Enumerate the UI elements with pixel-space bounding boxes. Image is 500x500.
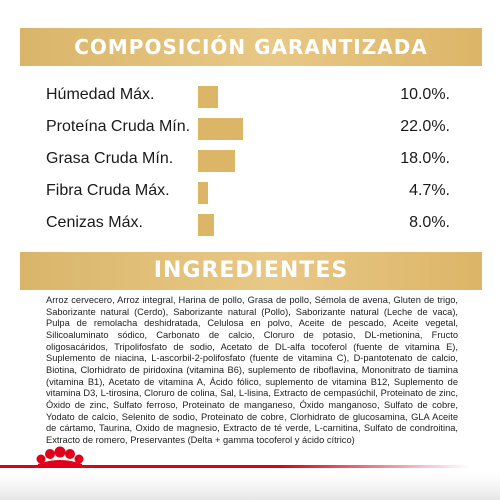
- nutrient-bar: [198, 118, 243, 140]
- ingredients-title: INGREDIENTES: [153, 258, 349, 283]
- nutrient-bar: [198, 182, 208, 204]
- nutrient-label: Proteína Cruda Mín.: [46, 118, 191, 135]
- nutrient-bar: [198, 150, 235, 172]
- ingredients-text: Arroz cervecero, Arroz integral, Harina …: [46, 295, 458, 445]
- nutrient-value: 10.0%.: [400, 86, 450, 103]
- nutrient-value: 8.0%.: [409, 214, 450, 231]
- nutrient-label: Cenizas Máx.: [46, 214, 143, 231]
- nutrient-label: Húmedad Máx.: [46, 86, 155, 103]
- nutrient-bar: [198, 86, 218, 108]
- nutrient-value: 4.7%.: [409, 182, 450, 199]
- nutrient-value: 18.0%.: [400, 150, 450, 167]
- composition-title: COMPOSICIÓN GARANTIZADA: [74, 35, 428, 59]
- nutrient-row-humedad: Húmedad Máx. 10.0%.: [0, 82, 500, 112]
- nutrient-bar: [198, 214, 214, 236]
- composition-banner: COMPOSICIÓN GARANTIZADA: [20, 28, 482, 66]
- nutrient-label: Grasa Cruda Mín.: [46, 150, 174, 167]
- nutrient-row-fibra: Fibra Cruda Máx. 4.7%.: [0, 178, 500, 208]
- nutrient-value: 22.0%.: [400, 118, 450, 135]
- nutrient-label: Fibra Cruda Máx.: [46, 182, 170, 199]
- nutrient-row-cenizas: Cenizas Máx. 8.0%.: [0, 210, 500, 240]
- royal-crown-icon: [36, 446, 84, 468]
- footer-band: [0, 438, 500, 500]
- nutrient-row-grasa: Grasa Cruda Mín. 18.0%.: [0, 146, 500, 176]
- nutrient-row-proteina: Proteína Cruda Mín. 22.0%.: [0, 114, 500, 144]
- ingredients-banner: INGREDIENTES: [20, 252, 482, 290]
